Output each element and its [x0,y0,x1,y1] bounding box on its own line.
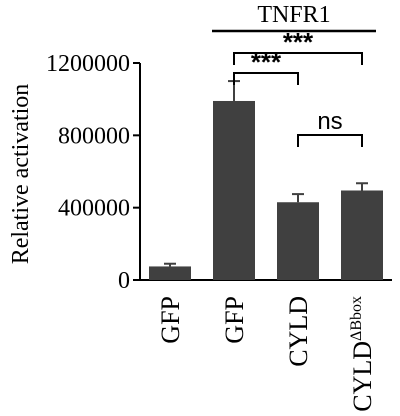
bar [341,190,383,280]
x-tick-label: GFP [156,296,185,344]
bar [277,202,319,280]
bar [213,100,255,280]
x-tick-label: CYLDΔBbox [348,296,377,412]
bars [149,80,383,280]
y-tick-label: 0 [118,268,130,294]
significance-bracket [233,72,299,85]
y-axis-label: Relative activation [8,84,34,265]
significance-bracket [233,52,363,65]
axes: 0 400000 800000 1200000 GFP GFP CYLD CYLDΔBbox [46,51,392,412]
significance-label: *** [251,47,282,77]
y-tick-label: 800000 [58,123,130,149]
significance-label: ns [317,108,342,135]
bar [149,266,191,280]
x-tick-label: CYLD [284,296,313,367]
annotations: TNFR1******ns [212,2,376,147]
y-tick-label: 1200000 [46,51,130,77]
group-label: TNFR1 [257,2,330,28]
significance-label: *** [283,27,314,57]
y-tick-label: 400000 [58,196,130,222]
significance-bracket [297,134,363,147]
x-tick-label: GFP [220,296,249,344]
